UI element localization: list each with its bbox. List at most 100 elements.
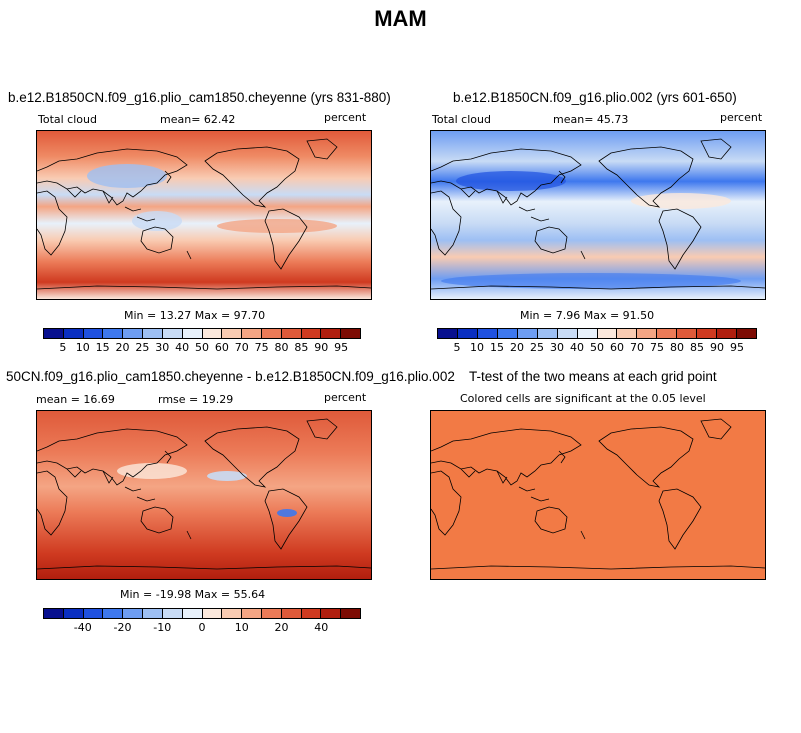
panel1-coastlines [37, 138, 371, 290]
colorbar-swatch [143, 329, 163, 338]
colorbar-tick-label: 95 [730, 341, 744, 354]
colorbar-tick-label: 30 [155, 341, 170, 354]
coastline [37, 285, 371, 290]
colorbar-swatch [321, 329, 342, 338]
colorbar-tick-label: 90 [314, 341, 329, 354]
colorbar-swatch [182, 609, 203, 618]
colorbar-tick-label: 75 [650, 341, 664, 354]
colorbar-tick-label: 85 [294, 341, 309, 354]
colorbar-tick-label: 70 [234, 341, 249, 354]
colorbar-tick-label: 90 [710, 341, 724, 354]
panel1-title: b.e12.B1850CN.f09_g16.plio_cam1850.cheye… [8, 90, 391, 105]
panel3-mean: mean = 16.69 [36, 393, 115, 406]
coastline [496, 190, 508, 204]
colorbar-swatch [577, 329, 598, 338]
coastline [658, 208, 702, 270]
colorbar-swatch [222, 609, 243, 618]
panel1-colorbar-ticks: 5 10 15 20 25 30 40 50 60 70 75 80 85 90 95 [43, 341, 361, 355]
colorbar-swatch [537, 329, 558, 338]
coastline [37, 148, 188, 206]
panel2-colorbar-ticks: 5 10 15 20 25 30 40 50 60 70 75 80 85 90 95 [437, 341, 757, 355]
colorbar-swatch [438, 329, 458, 338]
panel4-map [430, 410, 766, 580]
colorbar-tick-label: 30 [550, 341, 564, 354]
coastline [460, 468, 476, 478]
panel2-title: b.e12.B1850CN.f09_g16.plio.002 (yrs 601-… [453, 90, 737, 105]
coastline [140, 226, 174, 254]
colorbar-swatch [44, 329, 64, 338]
colorbar-tick-label: 20 [274, 621, 289, 634]
coastline [658, 488, 702, 550]
colorbar-tick-label: 25 [530, 341, 544, 354]
coastline [306, 138, 338, 160]
panel2-mean: mean= 45.73 [553, 113, 629, 126]
panel2-colorbar: 5 10 15 20 25 30 40 50 60 70 75 80 85 90 95 [437, 328, 757, 355]
coastline [204, 426, 300, 488]
coastline [598, 426, 694, 488]
panel4-map-svg [431, 411, 765, 579]
panel2-minmax: Min = 7.96 Max = 91.50 [520, 309, 655, 322]
colorbar-swatch [162, 609, 183, 618]
colorbar-swatch [617, 329, 638, 338]
colorbar-swatch [321, 609, 342, 618]
colorbar-tick-label: 40 [570, 341, 584, 354]
panel1-units: percent [324, 111, 367, 124]
colorbar-swatch [281, 609, 302, 618]
coastline [37, 428, 188, 486]
coastline [700, 418, 732, 440]
colorbar-swatch [202, 329, 223, 338]
coastline [496, 470, 508, 484]
coastline [431, 190, 462, 256]
colorbar-swatch [123, 329, 144, 338]
coastline [306, 418, 338, 440]
colorbar-tick-label: 80 [274, 341, 289, 354]
panel1-variable: Total cloud [38, 113, 97, 126]
panel3-map [36, 410, 372, 580]
panel4-title: T-test of the two means at each grid poi… [469, 369, 717, 384]
colorbar-tick-label: 75 [254, 341, 269, 354]
coastline [37, 190, 68, 256]
panel1-map [36, 130, 372, 300]
colorbar-swatch [281, 329, 302, 338]
coastline [558, 170, 566, 184]
panel3-map-svg [37, 411, 371, 579]
colorbar-tick-label: 60 [610, 341, 624, 354]
panel3-colorbar: -40 -20 -10 0 10 20 40 [43, 608, 361, 635]
colorbar-swatch [597, 329, 618, 338]
coastline [700, 138, 732, 160]
colorbar-swatch [301, 329, 322, 338]
coastline [66, 468, 82, 478]
colorbar-swatch [261, 329, 282, 338]
colorbar-swatch [341, 329, 360, 338]
colorbar-tick-label: -40 [73, 621, 92, 634]
colorbar-tick-label: 40 [175, 341, 190, 354]
colorbar-swatch [737, 329, 756, 338]
colorbar-swatch [717, 329, 738, 338]
panel1-colorbar: 5 10 15 20 25 30 40 50 60 70 75 80 85 90 95 [43, 328, 361, 355]
colorbar-tick-label: 40 [314, 621, 329, 634]
colorbar-swatch [44, 609, 64, 618]
panel1-map-svg [37, 131, 371, 299]
coastline [37, 565, 371, 570]
colorbar-tick-label: 5 [453, 341, 461, 354]
coastline [431, 428, 582, 486]
coastline [518, 486, 550, 502]
colorbar-tick-label: 85 [690, 341, 704, 354]
colorbar-swatch [261, 609, 282, 618]
colorbar-swatch [182, 329, 203, 338]
colorbar-tick-label: 50 [590, 341, 604, 354]
coastline [431, 148, 582, 206]
coastline [580, 250, 586, 260]
colorbar-tick-label: -10 [153, 621, 172, 634]
coastline [518, 206, 550, 222]
colorbar-tick-label: 25 [135, 341, 150, 354]
panel2-colorbar-swatches [437, 328, 757, 339]
colorbar-swatch [83, 609, 104, 618]
coastline [264, 208, 308, 270]
coastline [431, 285, 765, 290]
colorbar-swatch [517, 329, 538, 338]
panel3-colorbar-swatches [43, 608, 361, 619]
panel3-units: percent [324, 391, 367, 404]
colorbar-swatch [242, 329, 262, 338]
panel3-rmse: rmse = 19.29 [158, 393, 234, 406]
